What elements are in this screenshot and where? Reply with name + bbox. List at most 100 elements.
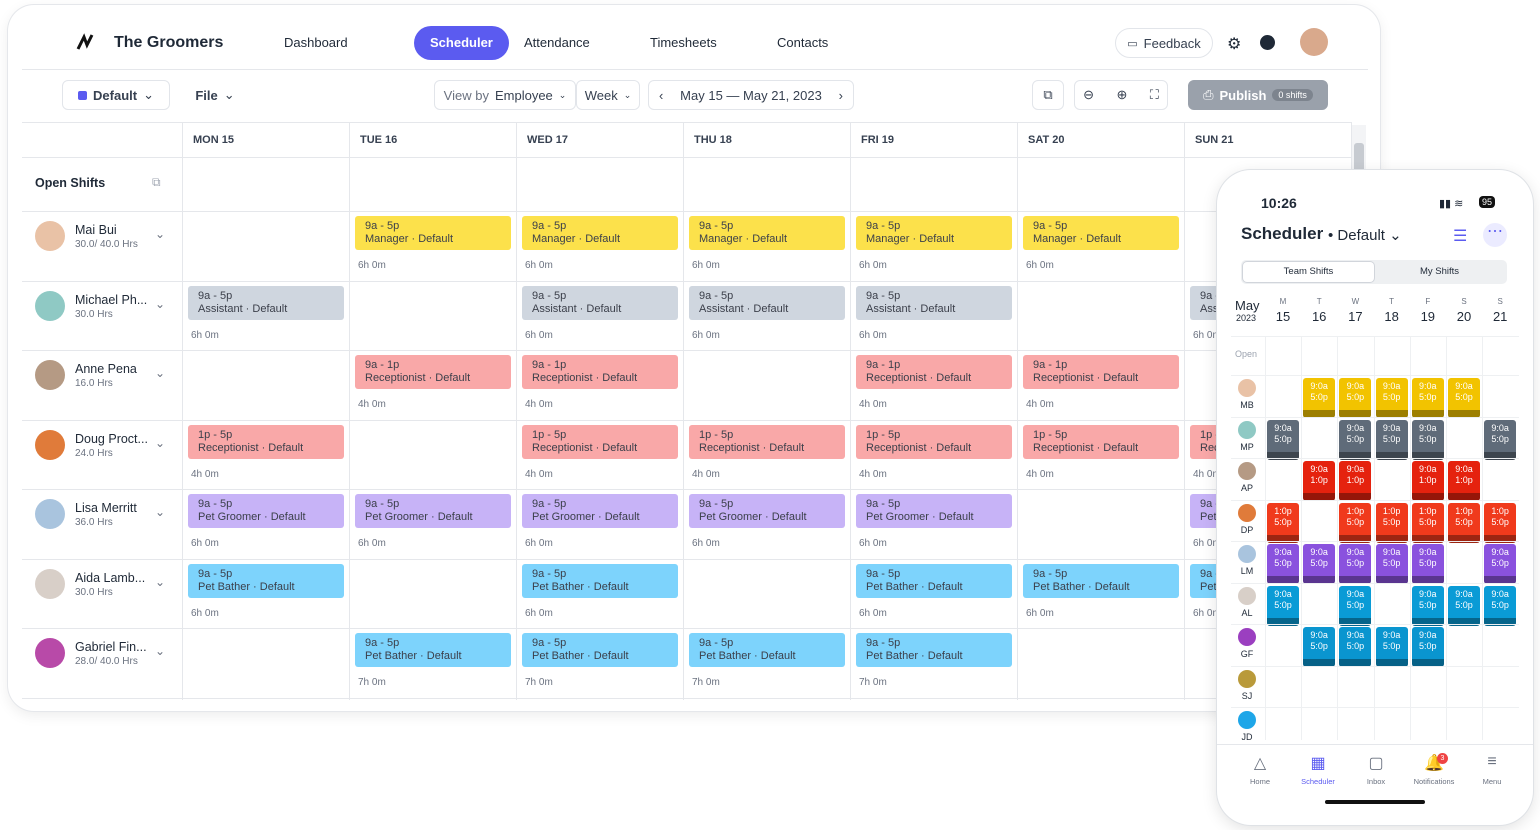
mobile-shift[interactable]: 1:0p 5:0p [1267, 502, 1299, 543]
mobile-shift[interactable]: 1:0p 5:0p [1448, 502, 1480, 543]
shift[interactable]: 9a - 1p Receptionist · Default [522, 355, 678, 389]
feedback-button[interactable]: ▭ Feedback [1115, 28, 1213, 58]
prev-week[interactable]: ‹ [659, 87, 664, 103]
shift[interactable]: 9a - 5p Manager · Default [522, 216, 678, 250]
nav-label[interactable]: Menu [1482, 777, 1502, 786]
mobile-shift[interactable]: 9:0a 5:0p [1411, 419, 1444, 460]
expand-icon[interactable]: ⌄ [155, 574, 166, 589]
expand-icon[interactable]: ⌄ [155, 296, 166, 311]
zoom-controls[interactable]: ⊖ ⊕ ⛶ [1074, 80, 1168, 110]
range-select[interactable]: Week ⌄ [576, 80, 640, 110]
tab[interactable]: Team Shifts [1243, 262, 1374, 282]
expand-icon[interactable]: ⌄ [155, 505, 166, 519]
mobile-shift[interactable]: 9:0a 5:0p [1484, 544, 1517, 584]
mobile-shift[interactable]: 9:0a 5:0p [1303, 627, 1336, 667]
mobile-shift[interactable]: 9:0a 5:0p [1484, 585, 1517, 626]
open-shifts-icon[interactable]: ⧉ [152, 175, 161, 189]
mobile-shift[interactable]: 9:0a 5:0p [1484, 419, 1517, 460]
nav-icon[interactable]: 🔔 [1424, 755, 1444, 772]
mobile-shift[interactable]: 1:0p 5:0p [1484, 502, 1517, 543]
mobile-shift[interactable]: 9:0a 5:0p [1411, 585, 1444, 626]
mobile-shift[interactable]: 9:0a 5:0p [1267, 544, 1299, 584]
mobile-shift[interactable]: 9:0a 1:0p [1411, 461, 1444, 501]
nav-icon[interactable]: ≡ [1487, 753, 1497, 770]
nav-item[interactable]: Scheduler [414, 26, 509, 60]
shift[interactable]: 9a - 5p Manager · Default [355, 216, 511, 250]
mobile-shift[interactable]: 9:0a 5:0p [1339, 419, 1372, 460]
mobile-shift[interactable]: 9:0a 5:0p [1375, 419, 1408, 460]
file-menu[interactable]: File ⌄ [184, 80, 246, 110]
expand-icon[interactable]: ⌄ [155, 644, 166, 658]
copy-button[interactable]: ⧉ [1032, 80, 1064, 110]
mobile-shift[interactable]: 9:0a 5:0p [1448, 378, 1480, 418]
expand-icon[interactable]: ⌄ [155, 435, 166, 450]
nav-item[interactable]: Contacts [777, 35, 829, 50]
next-week[interactable]: › [838, 87, 843, 103]
mobile-shift[interactable]: 9:0a 5:0p [1411, 627, 1444, 667]
nav-label[interactable]: Home [1249, 777, 1270, 786]
user-avatar[interactable] [1300, 28, 1328, 56]
help-icon[interactable] [1260, 35, 1275, 50]
filter-icon[interactable]: ☰ [1453, 228, 1468, 245]
mobile-shift[interactable]: 9:0a 5:0p [1411, 544, 1444, 584]
shift[interactable]: 9a - 1p Receptionist · Default [355, 355, 511, 389]
shift[interactable]: 9a - 5p Manager · Default [856, 216, 1012, 250]
mobile-shift[interactable]: 9:0a 5:0p [1267, 585, 1299, 626]
shift[interactable]: 9a - 1p Receptionist · Default [856, 355, 1012, 389]
mobile-shift[interactable]: 9:0a 1:0p [1303, 461, 1336, 501]
date-range[interactable]: ‹ May 15 — May 21, 2023 › [648, 80, 854, 110]
mobile-shift[interactable]: 9:0a 1:0p [1339, 461, 1372, 501]
mobile-shift[interactable]: 9:0a 5:0p [1339, 378, 1372, 418]
nav-label[interactable]: Notifications [1413, 777, 1455, 786]
schedule-select[interactable]: Default ⌄ [62, 80, 170, 110]
view-by-select[interactable]: View by Employee ⌄ [434, 80, 576, 110]
mobile-shift[interactable]: 9:0a 5:0p [1339, 544, 1372, 584]
expand-icon[interactable]: ⌄ [155, 366, 166, 380]
settings-icon[interactable]: ⚙ [1227, 36, 1242, 53]
mobile-shift[interactable]: 9:0a 5:0p [1303, 378, 1336, 418]
mobile-shift[interactable]: 9:0a 5:0p [1267, 419, 1299, 460]
mobile-shift[interactable]: 9:0a 1:0p [1448, 461, 1480, 501]
tab[interactable]: My Shifts [1419, 266, 1460, 277]
mobile-shift[interactable]: 9:0a 5:0p [1339, 585, 1372, 626]
more-icon[interactable]: ⋯ [1483, 223, 1507, 247]
publish-button[interactable]: ⎙ Publish 0 shifts [1188, 80, 1328, 110]
mobile-shift[interactable]: 9:0a 5:0p [1375, 378, 1408, 418]
nav-label[interactable]: Scheduler [1301, 777, 1335, 786]
nav-item[interactable]: Dashboard [284, 35, 348, 50]
mobile-shift[interactable]: 9:0a 5:0p [1411, 378, 1444, 418]
mobile-shift[interactable]: 1:0p 5:0p [1339, 502, 1372, 543]
mobile-shift[interactable]: 9:0a 5:0p [1375, 544, 1408, 584]
shift[interactable]: 9a - 1p Receptionist · Default [1023, 355, 1179, 389]
shift[interactable]: 9a - 5p Manager · Default [689, 216, 845, 250]
expand-icon[interactable]: ⌄ [155, 227, 166, 241]
shift[interactable]: 9a - 5p Manager · Default [1023, 216, 1179, 250]
nav-icon[interactable]: ▢ [1368, 755, 1384, 772]
mobile-shift[interactable]: 1:0p 5:0p [1411, 502, 1444, 543]
nav-item[interactable]: Timesheets [650, 35, 717, 50]
mobile-shift[interactable]: 9:0a 5:0p [1339, 627, 1372, 667]
nav-label[interactable]: Inbox [1366, 777, 1386, 786]
nav-icon[interactable]: ▦ [1310, 755, 1326, 772]
nav-item[interactable]: Attendance [524, 35, 590, 50]
nav-icon[interactable]: △ [1253, 755, 1267, 772]
